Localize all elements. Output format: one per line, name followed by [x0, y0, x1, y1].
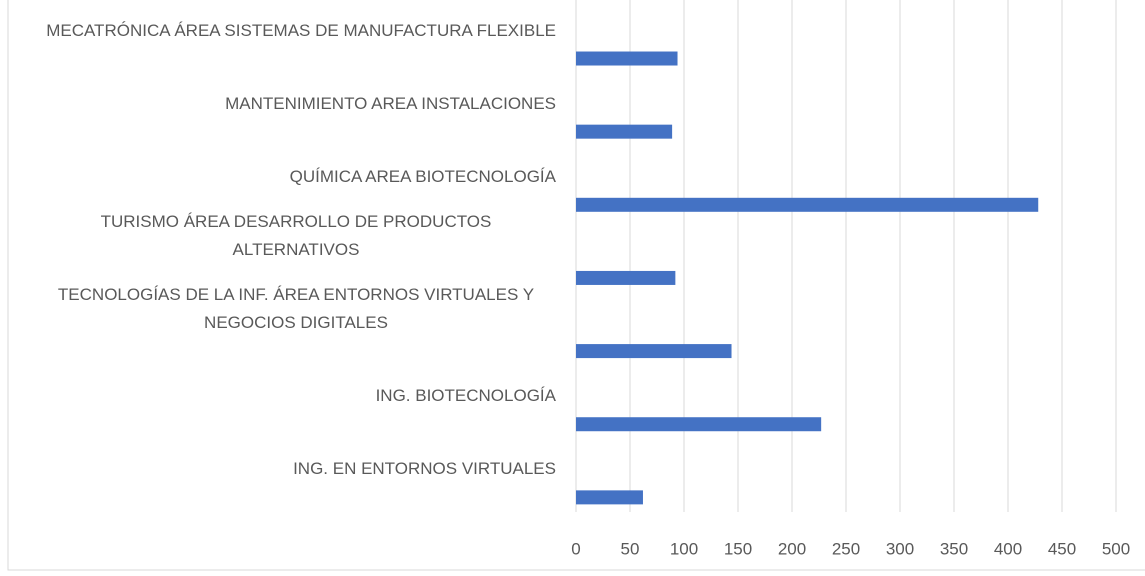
x-tick-label: 0: [571, 539, 580, 558]
x-tick-label: 150: [724, 539, 752, 558]
x-tick-label: 100: [670, 539, 698, 558]
category-label: TURISMO ÁREA DESARROLLO DE PRODUCTOS ALT…: [36, 208, 556, 264]
category-text: ING. BIOTECNOLOGÍA: [375, 386, 556, 406]
category-text: TECNOLOGÍAS DE LA INF. ÁREA ENTORNOS VIR…: [57, 285, 535, 333]
x-tick-label: 200: [778, 539, 806, 558]
category-label: ING. EN ENTORNOS VIRTUALES: [36, 455, 556, 483]
x-tick-label: 500: [1102, 539, 1130, 558]
category-label: MECATRÓNICA ÁREA SISTEMAS DE MANUFACTURA…: [36, 17, 556, 45]
bar: [576, 417, 822, 432]
bar: [576, 344, 732, 359]
x-tick-label: 350: [940, 539, 968, 558]
x-tick-label: 450: [1048, 539, 1076, 558]
category-label: QUÍMICA AREA BIOTECNOLOGÍA: [36, 163, 556, 191]
category-text: QUÍMICA AREA BIOTECNOLOGÍA: [289, 166, 556, 186]
x-tick-label: 300: [886, 539, 914, 558]
bar: [576, 197, 1039, 212]
category-label: MANTENIMIENTO AREA INSTALACIONES: [36, 90, 556, 118]
category-text: TURISMO ÁREA DESARROLLO DE PRODUCTOS ALT…: [100, 211, 492, 259]
bar: [576, 270, 676, 285]
bar: [576, 51, 678, 66]
x-tick-label: 250: [832, 539, 860, 558]
bar: [576, 490, 643, 505]
category-label: TECNOLOGÍAS DE LA INF. ÁREA ENTORNOS VIR…: [36, 281, 556, 337]
category-text: ING. EN ENTORNOS VIRTUALES: [293, 459, 556, 479]
category-label: ING. BIOTECNOLOGÍA: [36, 382, 556, 410]
chart-border: [7, 0, 1145, 571]
x-tick-label: 400: [994, 539, 1022, 558]
category-text: MECATRÓNICA ÁREA SISTEMAS DE MANUFACTURA…: [46, 20, 556, 40]
bar: [576, 124, 673, 139]
category-text: MANTENIMIENTO AREA INSTALACIONES: [225, 93, 556, 113]
x-tick-label: 50: [621, 539, 640, 558]
